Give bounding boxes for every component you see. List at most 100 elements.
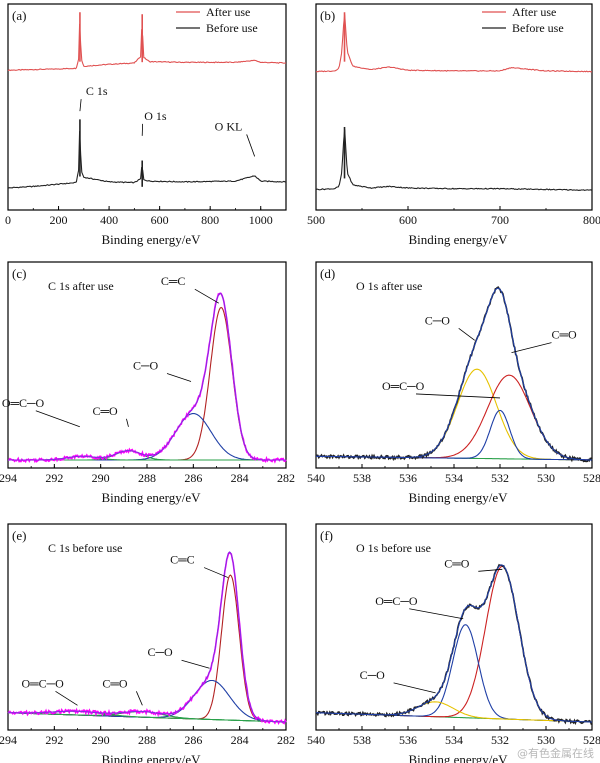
annotation-leader <box>458 327 475 341</box>
x-tick-label: 290 <box>92 733 110 747</box>
annotation-leader <box>194 288 220 304</box>
x-tick-label: 532 <box>491 471 509 485</box>
annotation-label: O KL <box>215 119 243 133</box>
x-tick-label: 288 <box>138 733 156 747</box>
fit-component <box>8 412 286 461</box>
fit-envelope <box>7 551 286 723</box>
x-tick-label: 286 <box>184 471 202 485</box>
x-tick-label: 288 <box>138 471 156 485</box>
annotation-label: C═O <box>444 556 470 570</box>
panel-label: (b) <box>320 8 335 23</box>
x-tick-label: 282 <box>277 471 295 485</box>
x-tick-label: 294 <box>0 733 17 747</box>
x-tick-label: 282 <box>277 733 295 747</box>
annotation-leader <box>166 373 192 382</box>
fit-envelope <box>316 287 593 461</box>
x-axis-label: Binding energy/eV <box>101 752 201 763</box>
x-tick-label: 400 <box>100 213 118 227</box>
legend-entry: Before use <box>206 21 258 35</box>
fit-envelope <box>316 564 592 723</box>
panel-label: (f) <box>320 528 333 543</box>
fit-envelope <box>8 292 286 461</box>
annotation-label: C═C <box>170 553 195 567</box>
x-tick-label: 536 <box>399 733 417 747</box>
annotation-label: C─O <box>360 668 386 682</box>
legend-entry: After use <box>512 5 556 19</box>
series-line <box>315 129 593 192</box>
x-tick-label: 536 <box>399 471 417 485</box>
x-tick-label: 600 <box>399 213 417 227</box>
annotation-label: C─O <box>133 358 159 372</box>
measured-curve <box>7 551 287 726</box>
x-tick-label: 800 <box>583 213 600 227</box>
x-tick-label: 600 <box>151 213 169 227</box>
x-tick-label: 1000 <box>249 213 273 227</box>
x-tick-label: 534 <box>445 733 463 747</box>
x-tick-label: 530 <box>537 471 555 485</box>
x-tick-label: 800 <box>201 213 219 227</box>
x-tick-label: 284 <box>231 471 249 485</box>
x-tick-label: 0 <box>5 213 11 227</box>
annotation-leader <box>246 134 256 157</box>
x-tick-label: 528 <box>583 733 600 747</box>
panel-label: (a) <box>12 8 26 23</box>
legend-entry: After use <box>206 5 250 19</box>
annotation-label: C 1s <box>86 84 108 98</box>
annotation-label: O═C─O <box>375 594 418 608</box>
x-tick-label: 500 <box>307 213 325 227</box>
plot-frame <box>7 3 287 211</box>
watermark-text: @有色金属在线 <box>517 747 594 760</box>
panel-title: C 1s before use <box>48 541 122 555</box>
x-axis-label: Binding energy/eV <box>101 490 201 505</box>
annotation-label: O═C─O <box>22 676 65 690</box>
chart-panel: 540 538 536 534 532 530 528 Binding energy/eV (d… <box>307 261 600 505</box>
x-tick-label: 290 <box>92 471 110 485</box>
panel-label: (e) <box>12 528 26 543</box>
annotation-label: C═O <box>92 404 118 418</box>
x-tick-label: 292 <box>45 471 63 485</box>
fit-component <box>316 624 592 723</box>
x-tick-label: 540 <box>307 471 325 485</box>
series-line <box>315 14 593 73</box>
measured-curve <box>315 286 593 463</box>
annotation-label: O═C─O <box>2 396 45 410</box>
annotation-label: C═C <box>161 274 186 288</box>
annotation-leader <box>79 99 82 112</box>
chart-panel: 0 200 400 600 800 1000 Binding energy/eV (a) Aft… <box>5 3 287 247</box>
chart-panel: 540 538 536 534 532 530 528 Binding energy/eV (f… <box>307 523 600 763</box>
panel-title: O 1s after use <box>356 279 422 293</box>
measured-curve <box>8 292 287 464</box>
annotation-leader <box>126 418 129 427</box>
fit-component <box>316 409 592 461</box>
x-axis-label: Binding energy/eV <box>408 232 508 247</box>
annotation-label: C═O <box>552 328 578 342</box>
series-line <box>7 23 287 72</box>
x-tick-label: 534 <box>445 471 463 485</box>
x-tick-label: 294 <box>0 471 17 485</box>
x-tick-label: 528 <box>583 471 600 485</box>
x-tick-label: 286 <box>184 733 202 747</box>
x-tick-label: 200 <box>50 213 68 227</box>
x-tick-label: 538 <box>353 733 371 747</box>
x-tick-label: 538 <box>353 471 371 485</box>
fit-component <box>8 306 286 461</box>
annotation-leader <box>511 342 552 354</box>
x-tick-label: 292 <box>45 733 63 747</box>
legend-entry: Before use <box>512 21 564 35</box>
x-tick-label: 530 <box>537 733 555 747</box>
x-tick-label: 540 <box>307 733 325 747</box>
annotation-leader <box>478 568 503 572</box>
annotation-leader <box>409 608 464 620</box>
x-tick-label: 532 <box>491 733 509 747</box>
chart-panel: 294 292 290 288 286 284 282 Binding energy/eV (e… <box>0 523 295 763</box>
annotation-leader <box>181 659 210 669</box>
chart-panel: 294 292 290 288 286 284 282 Binding energy/eV (c… <box>0 261 295 505</box>
x-axis-label: Binding energy/eV <box>101 232 201 247</box>
x-tick-label: 700 <box>491 213 509 227</box>
annotation-leader <box>55 690 78 706</box>
panel-title: C 1s after use <box>48 279 114 293</box>
x-axis-label: Binding energy/eV <box>408 490 508 505</box>
panel-label: (c) <box>12 266 26 281</box>
x-axis-label: Binding energy/eV <box>408 752 508 763</box>
